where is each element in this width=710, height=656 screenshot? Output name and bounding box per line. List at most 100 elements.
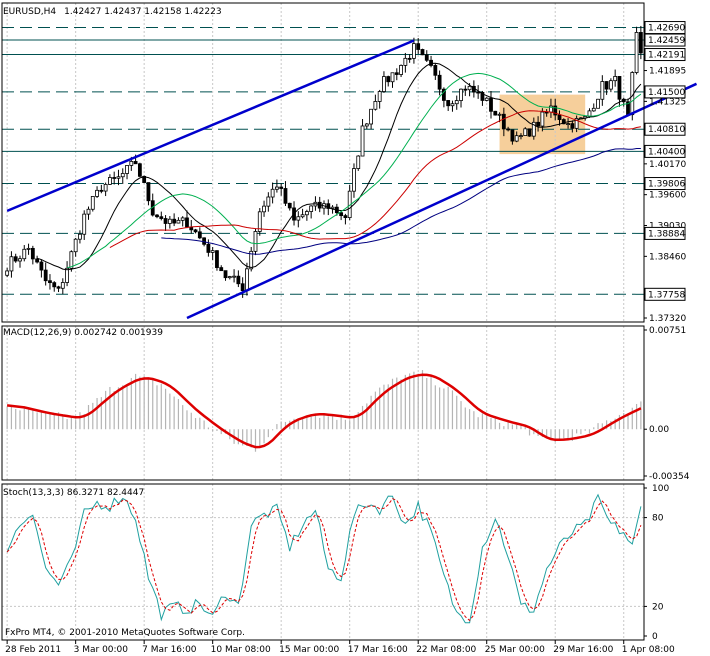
candle-body	[463, 88, 468, 91]
candle-body	[364, 123, 369, 127]
x-tick-label: 1 Apr 08:00	[622, 645, 675, 655]
stoch-main-line	[6, 493, 642, 624]
candle-body	[146, 182, 151, 202]
price-level-label: 1.39806	[648, 180, 685, 190]
candle-body	[377, 91, 382, 102]
candle-body	[48, 280, 52, 284]
candle-body	[450, 103, 455, 107]
price-level-box	[644, 177, 686, 191]
candle-body	[600, 81, 605, 100]
candle-body	[394, 72, 399, 75]
candle-body	[416, 43, 421, 50]
price-level-box	[644, 226, 686, 240]
candle-body	[210, 250, 215, 253]
candle-body	[373, 101, 378, 110]
candle-body	[412, 43, 416, 59]
candle-body	[330, 206, 335, 209]
candle-body	[523, 128, 528, 136]
price-level-label: 1.42690	[648, 24, 685, 34]
candle-body	[30, 247, 35, 260]
candle-body	[634, 32, 639, 73]
candle-body	[591, 107, 596, 112]
candle-body	[78, 233, 82, 240]
stoch-title: Stoch(13,3,3) 86.3271 82.4447	[3, 488, 144, 498]
x-tick-label: 28 Feb 2011	[5, 645, 61, 655]
candle-body	[13, 256, 18, 262]
candle-body	[454, 100, 459, 105]
price-level-box	[644, 287, 686, 301]
stoch-tick-label: 100	[652, 484, 669, 494]
candle-body	[223, 270, 228, 279]
candle-body	[270, 188, 275, 198]
panel-border	[1, 325, 645, 481]
candle-body	[193, 229, 198, 233]
candle-body	[176, 219, 181, 224]
candle-body	[433, 65, 438, 76]
candle-body	[129, 161, 134, 166]
candle-body	[90, 196, 95, 210]
candle-body	[180, 217, 185, 221]
macd-title: MACD(12,26,9) 0.002742 0.001939	[3, 328, 163, 338]
candle-body	[369, 108, 374, 125]
candle-body	[506, 128, 511, 131]
stoch-tick-label: 20	[652, 602, 664, 612]
candle-body	[574, 118, 579, 129]
macd-tick-label: 0.00751	[649, 326, 686, 336]
candle-body	[407, 57, 412, 60]
candle-body	[43, 269, 48, 282]
candle-body	[566, 123, 570, 126]
candle-body	[441, 88, 446, 101]
candle-body	[9, 256, 14, 272]
candle-body	[540, 111, 545, 127]
candle-body	[484, 97, 489, 101]
candle-body	[608, 80, 613, 90]
copyright-footer: FxPro MT4, © 2001-2010 MetaQuotes Softwa…	[5, 628, 245, 638]
price-level-box	[644, 85, 686, 99]
candle-body	[356, 155, 361, 169]
candle-body	[596, 98, 600, 109]
ma-fast-line	[66, 72, 642, 269]
candle-body	[240, 283, 245, 292]
price-level-label: 1.42459	[648, 36, 685, 46]
candle-body	[137, 163, 142, 177]
price-level-label: 1.41500	[648, 88, 685, 98]
candle-body	[553, 105, 558, 116]
x-tick-label: 22 Mar 08:00	[416, 645, 476, 655]
candle-body	[215, 250, 219, 268]
candle-body	[339, 212, 344, 217]
price-level-box	[644, 48, 686, 62]
price-level-label: 1.42191	[648, 51, 685, 61]
macd-tick-label: -0.00354	[649, 472, 690, 482]
candle-body	[65, 267, 69, 283]
candle-body	[497, 113, 502, 116]
ma-long-line	[161, 148, 641, 255]
price-panel[interactable]: 1.42690 1.42459 1.42191 1.41895 1.415001.413…	[2, 3, 698, 640]
candle-body	[95, 189, 99, 197]
x-tick-label: 7 Mar 16:00	[142, 645, 197, 655]
candle-body	[185, 217, 189, 228]
candle-body	[266, 196, 271, 207]
candle-body	[638, 32, 643, 54]
candle-body	[501, 113, 506, 130]
stoch-tick-label: 0	[652, 632, 658, 642]
candle-body	[219, 267, 224, 272]
price-tick-label: 1.41895	[649, 67, 686, 77]
stoch-panel[interactable]: 100 80 20 0	[2, 484, 669, 642]
candle-body	[39, 261, 44, 271]
candle-body	[108, 177, 112, 185]
candle-body	[300, 214, 305, 218]
candle-body	[287, 202, 292, 209]
price-level-label: 1.38884	[648, 229, 685, 239]
price-tick-label: 1.39030	[649, 222, 686, 232]
candle-body	[206, 243, 211, 253]
candle-body	[120, 173, 125, 178]
price-level-box	[644, 33, 686, 47]
candle-body	[296, 216, 301, 221]
candle-body	[446, 100, 451, 107]
candle-body	[232, 275, 236, 278]
candle-body	[437, 74, 442, 90]
candle-body	[245, 268, 249, 292]
macd-panel[interactable]: 0.00751 0.00 -0.00354	[6, 326, 690, 482]
price-tick-label: 1.39600	[649, 191, 686, 201]
